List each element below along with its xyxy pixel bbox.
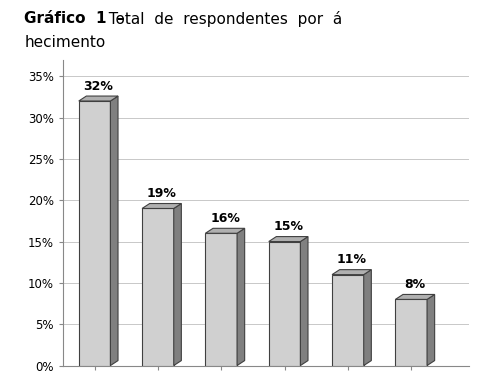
Polygon shape <box>142 204 182 209</box>
Polygon shape <box>395 300 427 366</box>
Polygon shape <box>110 96 118 366</box>
Polygon shape <box>205 228 245 233</box>
Polygon shape <box>174 204 182 366</box>
Text: 8%: 8% <box>405 278 425 291</box>
Polygon shape <box>269 242 301 366</box>
Polygon shape <box>79 96 118 101</box>
Polygon shape <box>332 275 363 366</box>
Polygon shape <box>269 236 308 242</box>
Text: 16%: 16% <box>210 212 240 225</box>
Polygon shape <box>427 294 435 366</box>
Polygon shape <box>79 101 110 366</box>
Polygon shape <box>332 270 371 275</box>
Text: 15%: 15% <box>273 220 303 233</box>
Text: hecimento: hecimento <box>24 35 106 50</box>
Polygon shape <box>205 233 237 366</box>
Text: 32%: 32% <box>83 80 113 93</box>
Polygon shape <box>301 236 308 366</box>
Text: Total  de  respondentes  por  á: Total de respondentes por á <box>99 11 343 27</box>
Polygon shape <box>395 294 435 300</box>
Text: 19%: 19% <box>147 187 177 200</box>
Polygon shape <box>142 209 174 366</box>
Text: Gráfico  1  –: Gráfico 1 – <box>24 11 125 26</box>
Text: 11%: 11% <box>337 253 367 266</box>
Polygon shape <box>237 228 245 366</box>
Polygon shape <box>363 270 371 366</box>
